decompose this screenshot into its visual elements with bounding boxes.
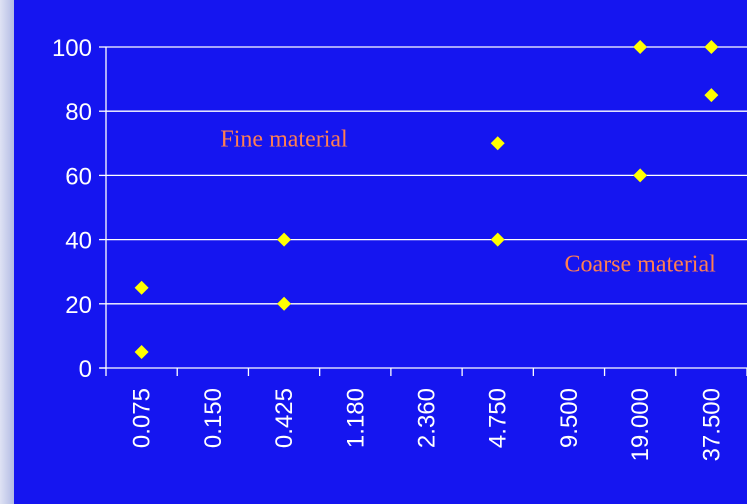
y-tick-label: 100 — [52, 35, 92, 62]
x-tick-label: 0.425 — [271, 388, 298, 448]
x-tick-label: 0.075 — [129, 388, 156, 448]
x-tick-label: 2.360 — [414, 388, 441, 448]
x-tick-label: 9.500 — [556, 388, 583, 448]
y-tick-label: 80 — [65, 99, 92, 126]
data-point — [490, 136, 505, 151]
data-point — [277, 296, 292, 311]
left-strip-wash — [0, 0, 14, 504]
data-point — [704, 40, 719, 54]
y-tick-label: 60 — [65, 163, 92, 190]
x-tick-label: 4.750 — [485, 388, 512, 448]
y-tick-label: 20 — [65, 292, 92, 319]
y-tick-label: 40 — [65, 228, 92, 255]
annotation-label: Coarse material — [565, 252, 717, 278]
x-tick-labels: 0.075 0.150 0.425 1.180 2.360 4.750 9.500 19.00… — [129, 388, 726, 461]
x-tick-label: 1.180 — [342, 388, 369, 448]
data-point — [633, 40, 648, 54]
data-points — [134, 40, 719, 359]
x-tick-label: 37.500 — [698, 388, 725, 461]
data-point — [490, 232, 505, 247]
data-point — [633, 168, 648, 183]
y-tick-labels: 0 20 40 60 80 100 — [52, 35, 92, 383]
x-tick-label: 19.000 — [627, 388, 654, 461]
data-point — [704, 88, 719, 103]
data-point — [134, 280, 149, 295]
data-point — [277, 232, 292, 247]
left-decorative-strip — [0, 0, 14, 504]
data-point — [134, 344, 149, 359]
annotations: Fine material Coarse material — [220, 127, 716, 278]
y-tick-label: 0 — [79, 356, 92, 383]
annotation-label: Fine material — [220, 127, 348, 153]
x-tick-label: 0.150 — [200, 388, 227, 448]
axes — [99, 46, 747, 376]
